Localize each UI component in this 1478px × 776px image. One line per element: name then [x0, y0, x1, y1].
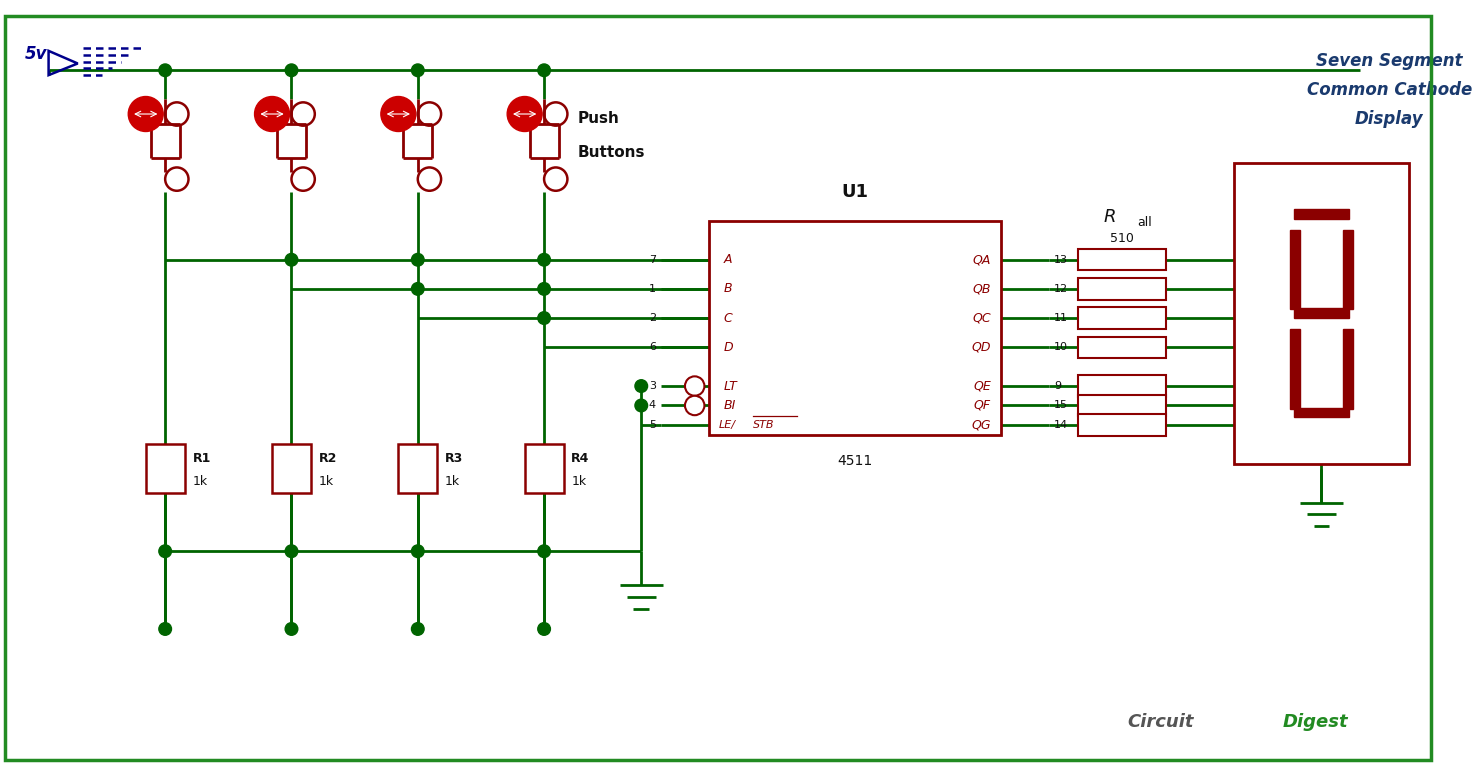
Text: QG: QG — [971, 418, 992, 431]
Text: STB: STB — [752, 420, 774, 430]
Text: 4511: 4511 — [838, 454, 872, 468]
Circle shape — [538, 622, 550, 636]
Text: 13: 13 — [1054, 255, 1069, 265]
Text: 9: 9 — [1054, 381, 1061, 391]
Bar — [1290, 230, 1299, 310]
Text: LE/: LE/ — [718, 420, 736, 430]
Bar — [1293, 308, 1349, 318]
Bar — [1079, 376, 1166, 397]
Circle shape — [285, 254, 297, 266]
Circle shape — [538, 545, 550, 557]
Circle shape — [411, 64, 424, 77]
Text: QA: QA — [973, 253, 992, 266]
Text: R2: R2 — [319, 452, 337, 466]
Circle shape — [411, 282, 424, 295]
Text: QC: QC — [973, 311, 992, 324]
Circle shape — [254, 96, 290, 131]
Circle shape — [411, 622, 424, 636]
Text: 6: 6 — [649, 342, 656, 352]
Bar — [399, 445, 437, 493]
Circle shape — [158, 64, 171, 77]
Text: 5v: 5v — [24, 45, 47, 63]
Text: 14: 14 — [1054, 420, 1069, 430]
Bar — [525, 445, 563, 493]
Text: 12: 12 — [1054, 284, 1069, 294]
Text: Seven Segment: Seven Segment — [1315, 51, 1463, 70]
Text: C: C — [724, 311, 733, 324]
Bar — [1079, 307, 1166, 329]
Text: 7: 7 — [649, 255, 656, 265]
Bar — [1293, 209, 1349, 219]
Circle shape — [285, 622, 297, 636]
Circle shape — [507, 96, 542, 131]
Bar — [1344, 230, 1352, 310]
Text: Push: Push — [578, 112, 619, 126]
Text: QF: QF — [974, 399, 992, 412]
Bar — [272, 445, 310, 493]
Text: Buttons: Buttons — [578, 145, 646, 161]
Text: Circuit: Circuit — [1128, 713, 1194, 731]
Bar — [1234, 163, 1409, 464]
Bar — [1293, 407, 1349, 417]
Text: R3: R3 — [445, 452, 463, 466]
Bar — [1344, 329, 1352, 409]
Bar — [1079, 279, 1166, 300]
Text: 2: 2 — [649, 313, 656, 323]
Text: Display: Display — [1355, 110, 1423, 128]
Bar — [1079, 249, 1166, 270]
Text: A: A — [724, 253, 732, 266]
Text: R4: R4 — [572, 452, 590, 466]
Circle shape — [285, 545, 297, 557]
Text: 1k: 1k — [192, 475, 207, 488]
Text: 1k: 1k — [319, 475, 334, 488]
Circle shape — [684, 396, 705, 415]
Circle shape — [158, 545, 171, 557]
Circle shape — [684, 376, 705, 396]
Text: R1: R1 — [192, 452, 211, 466]
Circle shape — [538, 254, 550, 266]
Circle shape — [636, 399, 647, 412]
Text: 1: 1 — [649, 284, 656, 294]
Text: BI: BI — [724, 399, 736, 412]
Text: QD: QD — [971, 341, 992, 354]
Bar — [1290, 329, 1299, 409]
Text: 1k: 1k — [572, 475, 587, 488]
Text: B: B — [724, 282, 733, 296]
Text: D: D — [724, 341, 733, 354]
Text: 15: 15 — [1054, 400, 1069, 411]
Text: U1: U1 — [841, 183, 869, 202]
Bar — [709, 221, 1001, 435]
Circle shape — [381, 96, 415, 131]
Text: 1k: 1k — [445, 475, 460, 488]
Text: 510: 510 — [1110, 232, 1134, 245]
Text: 5: 5 — [649, 420, 656, 430]
Circle shape — [129, 96, 163, 131]
Text: 10: 10 — [1054, 342, 1069, 352]
Text: 4: 4 — [649, 400, 656, 411]
Circle shape — [636, 379, 647, 393]
Text: all: all — [1137, 216, 1151, 229]
Text: QE: QE — [974, 379, 992, 393]
Bar — [146, 445, 185, 493]
Circle shape — [285, 64, 297, 77]
Bar — [1079, 395, 1166, 416]
Text: Digest: Digest — [1283, 713, 1348, 731]
Circle shape — [411, 254, 424, 266]
Text: LT: LT — [724, 379, 738, 393]
Bar — [1079, 337, 1166, 358]
Circle shape — [158, 622, 171, 636]
Text: Common Cathode: Common Cathode — [1307, 81, 1472, 99]
Text: QB: QB — [973, 282, 992, 296]
Text: 3: 3 — [649, 381, 656, 391]
Circle shape — [538, 282, 550, 295]
Circle shape — [411, 545, 424, 557]
Text: 11: 11 — [1054, 313, 1069, 323]
Text: $R$: $R$ — [1103, 208, 1116, 226]
Bar — [1079, 414, 1166, 435]
Circle shape — [538, 312, 550, 324]
Circle shape — [538, 64, 550, 77]
